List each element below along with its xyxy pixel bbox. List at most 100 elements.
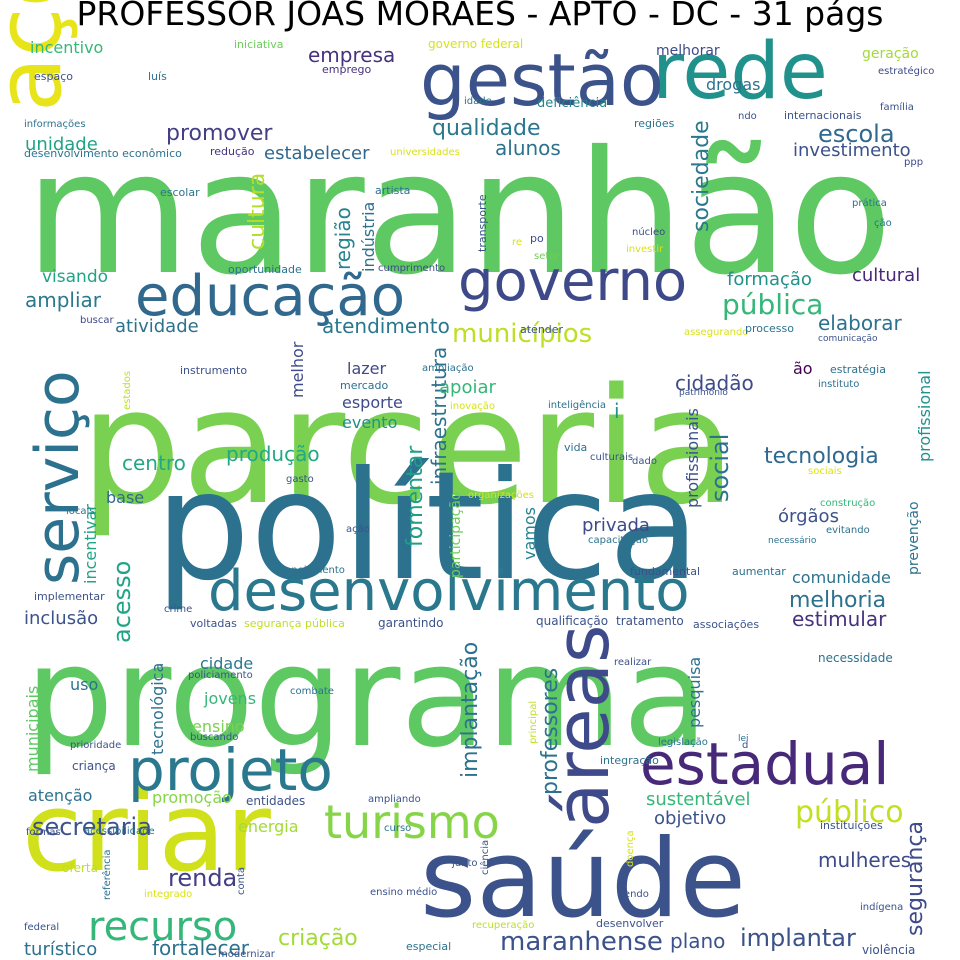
cloud-word: unidade [25, 134, 98, 155]
cloud-word: policiamento [188, 670, 253, 681]
cloud-word: elaborar [818, 311, 903, 335]
cloud-word: atendimento [322, 314, 450, 338]
cloud-word: indígena [860, 901, 903, 913]
cloud-word: programa [25, 616, 708, 779]
cloud-word: redução [210, 145, 255, 158]
cloud-word: luís [148, 70, 167, 83]
cloud-word: desenvolver [596, 917, 664, 930]
cloud-word: centro [122, 451, 186, 475]
cloud-word: melhoria [789, 588, 886, 613]
cloud-word: indústria [359, 202, 378, 272]
cloud-word: cumprimento [378, 263, 445, 274]
cloud-word: jovens [203, 689, 256, 708]
cloud-word: estratégico [878, 65, 934, 77]
cloud-word: prioridade [70, 740, 121, 751]
cloud-word: mercado [340, 379, 389, 392]
cloud-word: conta [236, 867, 247, 895]
cloud-word: parceria [80, 353, 737, 540]
cloud-word: d [742, 740, 748, 751]
cloud-word: ação [346, 524, 370, 535]
cloud-word: inovação [450, 401, 495, 412]
cloud-word: artista [375, 184, 410, 197]
cloud-word: maranhense [500, 927, 663, 957]
cloud-word: municípios [452, 319, 592, 349]
cloud-word: prática [852, 197, 887, 209]
cloud-word: ppp [904, 157, 923, 168]
cloud-word: referência [101, 849, 113, 900]
cloud-word: comunidade [792, 568, 891, 587]
cloud-word: escolar [160, 186, 200, 199]
cloud-word: maranhão [25, 115, 893, 313]
cloud-word: energia [238, 817, 299, 836]
cloud-word: região [331, 207, 355, 270]
cloud-word: recurso [88, 904, 237, 950]
cloud-word: internacionais [784, 109, 862, 122]
cloud-word: secretaria [32, 813, 152, 841]
cloud-word: violência [862, 943, 915, 957]
cloud-word: dado [632, 456, 657, 467]
cloud-word: tratamento [616, 614, 684, 628]
cloud-word: organizações [468, 490, 534, 501]
cloud-word: acessibilidade [84, 826, 155, 837]
cloud-word: empresa [308, 43, 395, 67]
cloud-word: integrado [144, 889, 192, 900]
cloud-word: modernizar [218, 949, 276, 960]
cloud-word: setor [534, 251, 560, 262]
cloud-word: ção [874, 218, 892, 229]
cloud-word: estadual [640, 730, 889, 798]
cloud-word: aumentar [732, 565, 786, 578]
cloud-word: público [795, 795, 904, 830]
cloud-word: entidades [246, 794, 305, 808]
cloud-word: doença [625, 830, 636, 867]
cloud-word: qualificação [536, 614, 608, 628]
cloud-word: áreas [540, 624, 626, 828]
cloud-word: construção [820, 498, 875, 509]
cloud-word: municipais [23, 686, 42, 772]
cloud-word: culturais [590, 452, 633, 463]
cloud-word: cidade [200, 654, 253, 673]
cloud-word: emprego [322, 63, 371, 76]
cloud-word: combate [290, 686, 334, 697]
cloud-word: qualidade [432, 116, 541, 141]
cloud-word: social [706, 434, 734, 502]
cloud-word: evento [342, 413, 397, 432]
cloud-word: po [530, 232, 544, 245]
cloud-word: ciência [479, 840, 491, 875]
cloud-word: necessidade [818, 651, 893, 665]
cloud-word: investir [626, 244, 664, 255]
cloud-word: governo [458, 249, 687, 314]
cloud-word: voltadas [190, 617, 237, 630]
cloud-word: escola [818, 120, 895, 148]
cloud-word: objetivo [654, 808, 726, 829]
cloud-word: tecnológica [148, 663, 167, 755]
cloud-word: associações [693, 618, 759, 631]
cloud-word: recuperação [472, 920, 534, 931]
cloud-word: re [512, 237, 522, 248]
cloud-word: saúde [420, 817, 746, 942]
cloud-word: principal [528, 701, 539, 744]
cloud-word: necessário [768, 536, 817, 546]
cloud-word: pesquisa [685, 657, 704, 728]
cloud-word: política [155, 440, 700, 614]
cloud-word: investimento [793, 140, 911, 161]
cloud-word: base [106, 488, 144, 507]
cloud-word: gasto [286, 474, 314, 485]
cloud-word: deficiência [537, 96, 607, 111]
cloud-word: oferta [62, 861, 98, 875]
cloud-word: promover [166, 121, 273, 146]
cloud-word: buscar [80, 315, 115, 326]
cloud-word: profissionais [683, 408, 702, 508]
cloud-word: turismo [324, 795, 500, 849]
cloud-word: incentivar [81, 504, 100, 584]
cloud-word: inteligência [548, 399, 606, 411]
cloud-word: visando [42, 267, 108, 287]
cloud-word: criar [22, 768, 272, 896]
cloud-word: transporte [476, 194, 489, 252]
cloud-word: atender [520, 323, 564, 336]
cloud-word: formas [26, 827, 61, 838]
cloud-word: segurança [903, 821, 928, 936]
cloud-word: integração [600, 754, 659, 767]
cloud-word: informações [24, 119, 86, 130]
cloud-word: desenvolvimento econômico [24, 147, 182, 160]
